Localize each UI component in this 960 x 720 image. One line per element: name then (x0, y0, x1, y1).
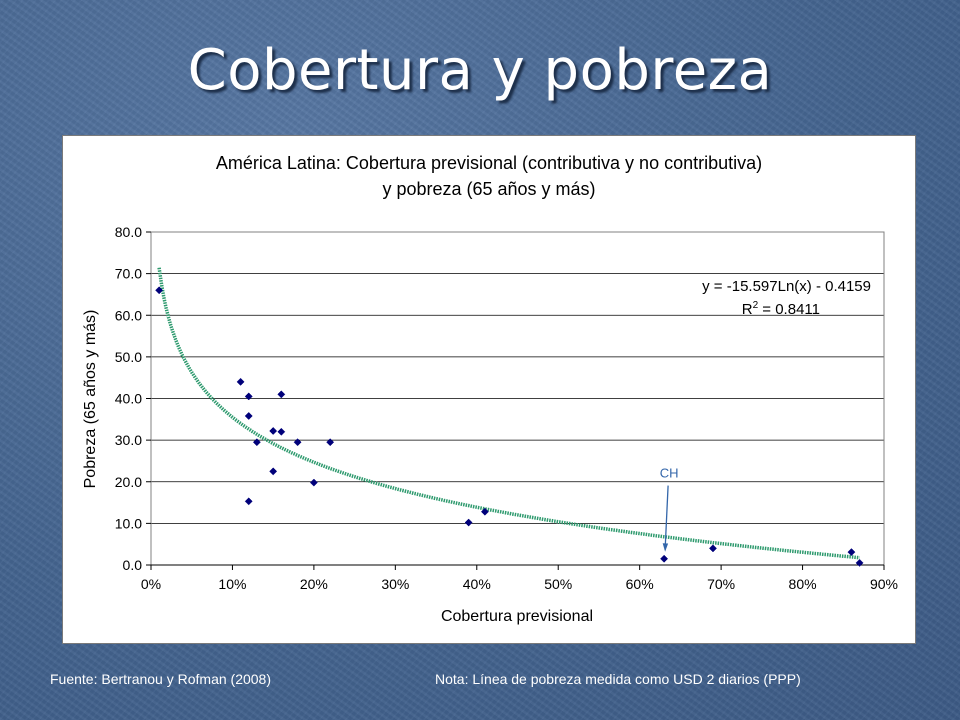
x-tick-label: 80% (789, 576, 817, 592)
data-point (293, 438, 302, 447)
x-tick-label: 40% (463, 576, 491, 592)
trendline-r-squared: R2 = 0.8411 (742, 300, 820, 318)
data-point (155, 286, 164, 295)
data-point (269, 467, 278, 476)
axis-ticks: 0.0 10.0 20.0 30.0 40.0 50.0 60.0 70.0 80.0 0% 10%… (115, 224, 898, 592)
x-tick-label: 10% (218, 576, 246, 592)
annotation-arrowhead (662, 543, 669, 552)
x-tick-label: 90% (870, 576, 898, 592)
x-tick-label: 70% (707, 576, 735, 592)
footer-source: Fuente: Bertranou y Rofman (2008) (50, 671, 272, 687)
scatter-chart: América Latina: Cobertura previsional (c… (82, 153, 898, 625)
annotation-arrow (664, 485, 669, 550)
x-tick-label: 50% (544, 576, 572, 592)
footer-note: Nota: Línea de pobreza medida como USD 2… (435, 671, 801, 687)
y-tick-label: 60.0 (115, 307, 142, 323)
x-tick-label: 30% (381, 576, 409, 592)
data-point (269, 427, 278, 435)
y-axis-label: Pobreza (65 años y más) (82, 310, 99, 489)
y-tick-label: 10.0 (115, 515, 142, 531)
x-tick-label: 60% (626, 576, 654, 592)
data-point (709, 544, 717, 553)
y-tick-label: 80.0 (115, 224, 142, 240)
x-axis-label: Cobertura previsional (441, 608, 593, 625)
chart-title: América Latina: Cobertura previsional (c… (216, 153, 762, 173)
data-point (277, 390, 286, 399)
r2-superscript: 2 (753, 300, 759, 311)
trendline-equation: y = -15.597Ln(x) - 0.4159 (702, 278, 871, 295)
data-point (326, 438, 335, 447)
trendline-group (157, 267, 860, 560)
data-point (244, 392, 253, 401)
y-tick-label: 40.0 (115, 391, 142, 407)
data-point (847, 548, 856, 557)
r2-prefix: R (742, 301, 753, 318)
x-tick-label: 0% (141, 576, 161, 592)
chart-frame: América Latina: Cobertura previsional (c… (62, 135, 916, 644)
data-point (252, 438, 261, 447)
data-point (277, 427, 286, 436)
data-points (155, 286, 864, 567)
y-tick-label: 30.0 (115, 432, 142, 448)
data-point (464, 518, 473, 527)
annotation-group: CH (660, 466, 679, 552)
annotation-label: CH (660, 466, 679, 481)
y-tick-label: 0.0 (123, 557, 143, 573)
y-tick-label: 70.0 (115, 266, 142, 282)
data-point (236, 377, 245, 386)
data-point (244, 412, 253, 420)
x-tick-label: 20% (300, 576, 328, 592)
grid-lines (151, 231, 884, 524)
slide-title: Cobertura y pobreza (187, 38, 773, 103)
r2-value: = 0.8411 (758, 301, 820, 318)
data-point (480, 507, 489, 516)
trendline (157, 267, 860, 560)
y-tick-label: 20.0 (115, 474, 142, 490)
chart-subtitle: y pobreza (65 años y más) (382, 179, 595, 199)
data-point (309, 478, 318, 487)
data-point (855, 558, 864, 567)
y-tick-label: 50.0 (115, 349, 142, 365)
data-point (244, 497, 253, 506)
data-point (660, 554, 669, 563)
